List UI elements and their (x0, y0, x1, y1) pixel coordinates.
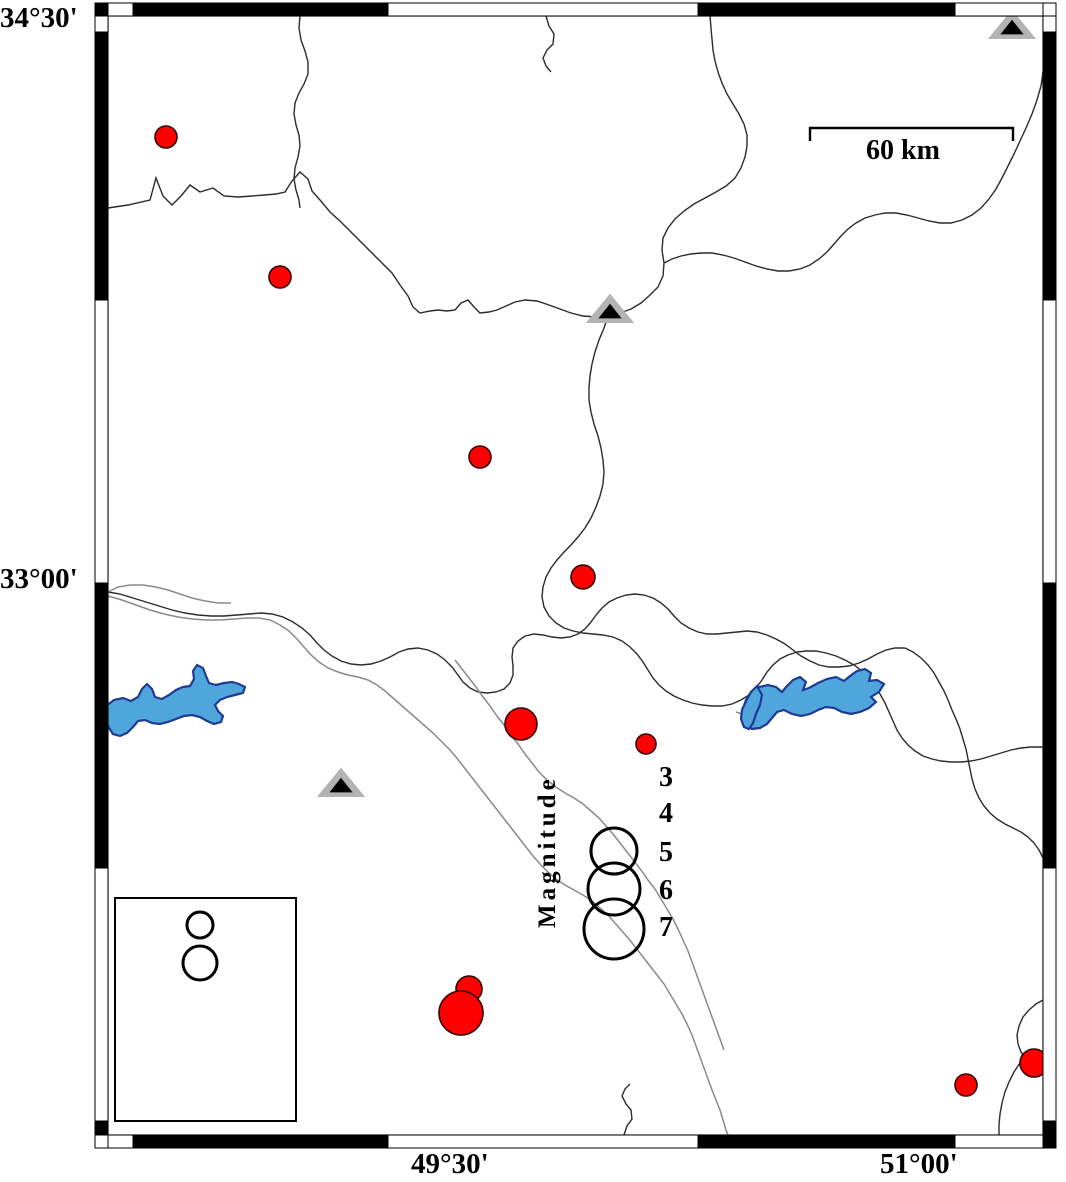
frame-band-top (697, 2, 956, 17)
frame-band-bottom (954, 1134, 1044, 1149)
frame-band-right (1042, 299, 1057, 584)
river-northwest-branch (107, 584, 231, 604)
earthquake-epicenter (268, 265, 292, 289)
earthquake-epicenter (154, 125, 178, 149)
magnitude-label-6: 6 (659, 875, 673, 906)
magnitude-label-4: 4 (659, 798, 673, 829)
frame-band-left (94, 299, 109, 584)
latitude-label-middle: 33°00' (0, 563, 78, 595)
earthquake-epicenter (954, 1073, 978, 1097)
frame-band-left (94, 31, 109, 301)
frame-band-top (107, 2, 134, 17)
frame-band-right (1042, 15, 1057, 33)
station-triangle-inner (598, 303, 622, 319)
earthquake-layer (154, 125, 1049, 1097)
inset-legend-symbols (181, 910, 219, 982)
station-triangle-inner (329, 777, 353, 793)
longitude-label-right: 51°00' (880, 1148, 958, 1180)
frame-band-right (1042, 1120, 1057, 1136)
lake-east (741, 667, 886, 731)
border-east-lower (904, 647, 1044, 859)
magnitude-legend-symbols (582, 826, 646, 961)
magnitude-legend-circle (582, 897, 646, 961)
inset-legend-circle (181, 944, 219, 982)
frame-band-top (387, 2, 699, 17)
frame-band-bottom (132, 1134, 389, 1149)
frame-band-left (94, 867, 109, 1122)
river-main-sw-parallel (454, 659, 725, 1051)
border-top-squiggle (293, 15, 309, 209)
inset-legend-circle (185, 910, 215, 940)
magnitude-label-7: 7 (659, 912, 673, 943)
scalebar-bracket (808, 126, 1015, 141)
station-triangle-inner (1000, 19, 1024, 35)
border-east-bottom-tail (998, 1062, 1021, 1135)
frame-band-bottom (697, 1134, 956, 1149)
frame-corner-tl (94, 2, 109, 17)
border-top-small (542, 15, 555, 73)
scalebar (808, 126, 1015, 141)
frame-corner-br (1042, 1134, 1057, 1149)
frame-band-bottom (387, 1134, 699, 1149)
border-central-east (541, 315, 1043, 763)
frame-band-top (132, 2, 389, 17)
border-bottom-small (621, 1083, 633, 1136)
frame-band-left (94, 1120, 109, 1136)
scalebar-label: 60 km (866, 135, 940, 166)
station-layer (316, 9, 1037, 798)
map-frame (94, 2, 1057, 1149)
frame-corner-tr (1042, 2, 1057, 17)
longitude-label-left: 49°30' (411, 1148, 489, 1180)
administrative-borders (107, 15, 1044, 1136)
earthquake-epicenter (468, 445, 492, 469)
earthquake-epicenter (635, 733, 657, 755)
border-south-central (107, 591, 905, 694)
magnitude-label-5: 5 (659, 837, 673, 868)
frame-band-left (94, 15, 109, 33)
magnitude-legend-title: Magnitude (534, 775, 561, 929)
earthquake-epicenter (438, 990, 484, 1036)
frame-band-bottom (107, 1134, 134, 1149)
frame-band-right (1042, 582, 1057, 869)
frame-band-left (94, 582, 109, 869)
magnitude-legend-circle (589, 826, 639, 876)
earthquake-epicenter (570, 564, 596, 590)
river-main-sw (107, 595, 729, 1136)
inset-legend-border (114, 897, 297, 1122)
frame-band-right (1042, 867, 1057, 1122)
frame-band-top (954, 2, 1044, 17)
latitude-label-top: 34°30' (0, 2, 78, 34)
frame-corner-bl (94, 1134, 109, 1149)
frame-band-right (1042, 31, 1057, 301)
lakes-layer (104, 663, 886, 738)
magnitude-label-3: 3 (659, 762, 673, 793)
lake-east-hook (739, 684, 764, 731)
border-north-east (663, 71, 1044, 272)
magnitude-legend-circle (586, 861, 642, 917)
lake-west (104, 663, 247, 738)
border-north-west (107, 15, 748, 318)
earthquake-epicenter (504, 707, 538, 741)
inset-legend-box (114, 897, 297, 1122)
